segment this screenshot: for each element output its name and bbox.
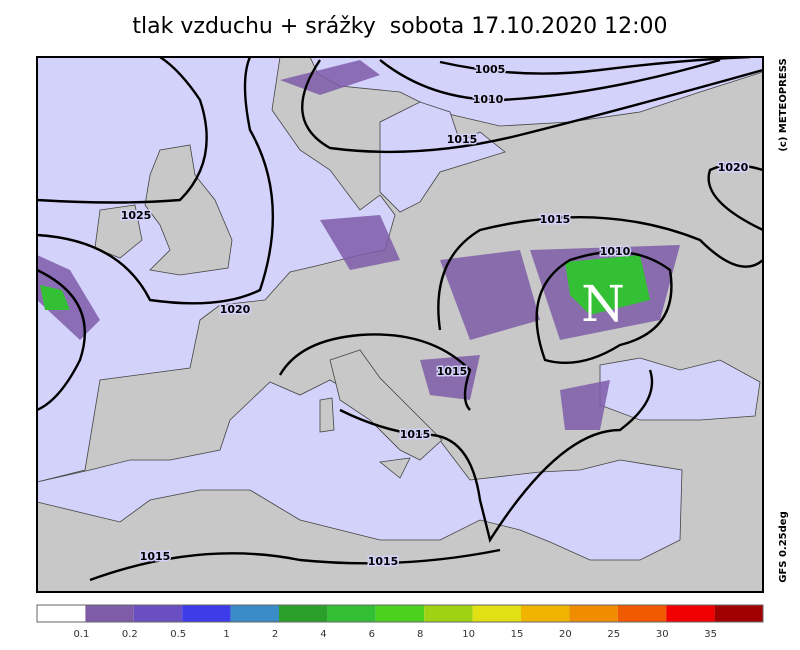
isobar (301, 59, 763, 154)
legend-swatch (569, 605, 618, 622)
legend-swatch (472, 605, 521, 622)
legend-swatch (375, 605, 425, 622)
isobar (37, 57, 275, 305)
legend-label: 10 (462, 629, 475, 640)
rain-core (565, 255, 650, 315)
legend-swatch (617, 605, 667, 622)
isobar (339, 369, 654, 543)
isobar-label: 1005 (475, 63, 506, 76)
britain (144, 144, 233, 276)
legend-swatch (85, 605, 134, 622)
isobar-label: 1015 (437, 365, 468, 378)
isobar-label: 1010 (473, 93, 504, 106)
legend-label: 20 (559, 629, 572, 640)
legend-swatch (327, 605, 376, 622)
legend-label: 25 (607, 629, 620, 640)
heavy-precipitation (40, 255, 650, 315)
credit: (c) METEOPRESS (778, 58, 789, 151)
isobar (437, 215, 763, 331)
model-name: GFS 0.25deg (778, 511, 789, 583)
legend-label: 4 (320, 629, 326, 640)
sardinia (319, 397, 335, 433)
isobar-label: 1025 (121, 209, 152, 222)
isobars (37, 57, 763, 582)
legend-label: 0.2 (122, 629, 138, 640)
isobar-label: 1015 (540, 213, 571, 226)
legend-label: 0.1 (73, 629, 89, 640)
isobar (535, 250, 673, 365)
legend-swatch (521, 605, 570, 622)
map-title: tlak vzduchu + srážky sobota 17.10.2020 … (132, 14, 667, 39)
legend-frame (36, 604, 764, 623)
legend-swatch (37, 605, 86, 622)
legend-swatch (182, 605, 231, 622)
ireland (94, 204, 143, 259)
baltic (379, 101, 506, 213)
pressure-center: N (581, 275, 625, 333)
legend-swatch (279, 605, 328, 622)
legend-label: 6 (369, 629, 375, 640)
rain-area (560, 380, 610, 430)
isobar-label: 1015 (140, 550, 171, 563)
black-sea (599, 357, 761, 421)
isobar-label: 1015 (447, 133, 478, 146)
map-area: 1005 1010 1015 1020 1025 1015 1010 1020 … (37, 57, 763, 592)
isobar-label: 1015 (400, 428, 431, 441)
legend: 0.1 0.2 0.5 1 2 4 6 8 10 15 20 25 30 35 (36, 604, 764, 640)
legend-label: 0.5 (170, 629, 186, 640)
map-frame (36, 56, 764, 593)
legend-label: 1 (223, 629, 229, 640)
legend-swatch (424, 605, 473, 622)
isobar (439, 57, 751, 75)
legend-swatch (230, 605, 279, 622)
legend-swatch (666, 605, 715, 622)
legend-swatch (133, 605, 183, 622)
italy (329, 349, 443, 461)
isobar (707, 163, 763, 232)
rain-core (40, 285, 70, 310)
legend-label: 30 (656, 629, 669, 640)
rain-area (440, 250, 540, 340)
isobar (278, 333, 472, 411)
sicily (379, 457, 411, 479)
islands (94, 144, 443, 479)
legend-label: 35 (704, 629, 717, 640)
isobar (37, 268, 87, 412)
isobar-label: 1015 (368, 555, 399, 568)
legend-label: 15 (511, 629, 524, 640)
isobar-label: 1020 (220, 303, 251, 316)
isobar (89, 548, 501, 582)
isobar (379, 58, 721, 102)
isobar-label: 1010 (600, 245, 631, 258)
legend-label: 2 (272, 629, 278, 640)
legend-swatch (714, 605, 763, 622)
legend-label: 8 (417, 629, 423, 640)
isobar (37, 57, 208, 204)
rain-area (320, 215, 400, 270)
isobar-label: 1020 (718, 161, 749, 174)
